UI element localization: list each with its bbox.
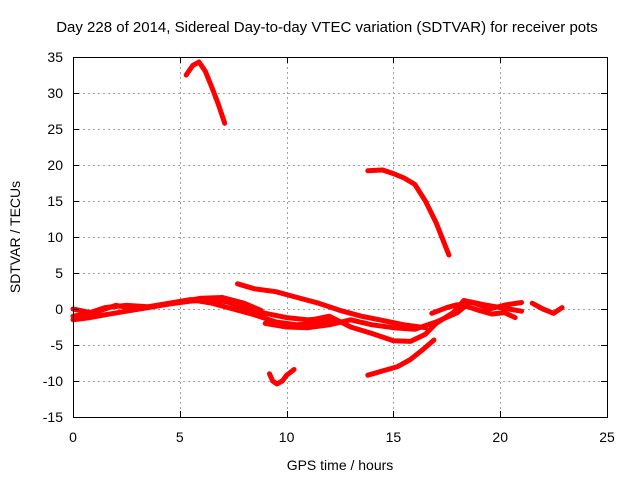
series-arc-g (429, 302, 518, 321)
y-tick-label: 10 (47, 229, 63, 245)
x-tick-label: 25 (599, 429, 615, 445)
x-tick-label: 10 (279, 429, 295, 445)
y-tick-label: 30 (47, 85, 63, 101)
y-tick-label: -5 (51, 337, 64, 353)
y-tick-label: 20 (47, 157, 63, 173)
y-tick-label: 0 (55, 301, 63, 317)
y-tick-label: 25 (47, 121, 63, 137)
data-series-group (70, 59, 565, 387)
y-tick-label: 15 (47, 193, 63, 209)
x-tick-label: 5 (176, 429, 184, 445)
series-arc-d (235, 281, 428, 331)
y-tick-label: 5 (55, 265, 63, 281)
x-tick-label: 15 (386, 429, 402, 445)
y-tick-label: 35 (47, 49, 63, 65)
series-arc-h (529, 300, 565, 316)
y-tick-label: -15 (43, 409, 63, 425)
series-arc-i (183, 59, 228, 126)
axis-ticks: 0 5 10 15 20 25 -15 -10 -5 0 5 10 15 20 25 30 35 (43, 49, 615, 445)
series-arc-k (267, 367, 297, 387)
chart-title: Day 228 of 2014, Sidereal Day-to-day VTE… (56, 19, 598, 36)
x-tick-label: 20 (492, 429, 508, 445)
y-axis-label: SDTVAR / TECUs (7, 181, 23, 293)
x-tick-label: 0 (69, 429, 77, 445)
x-axis-label: GPS time / hours (287, 457, 394, 473)
series-arc-j (365, 167, 452, 258)
y-tick-label: -10 (43, 373, 63, 389)
series-arc-f (309, 297, 525, 344)
series-arc-l (365, 337, 437, 378)
grid (73, 57, 607, 417)
series-arc-c (70, 295, 264, 319)
